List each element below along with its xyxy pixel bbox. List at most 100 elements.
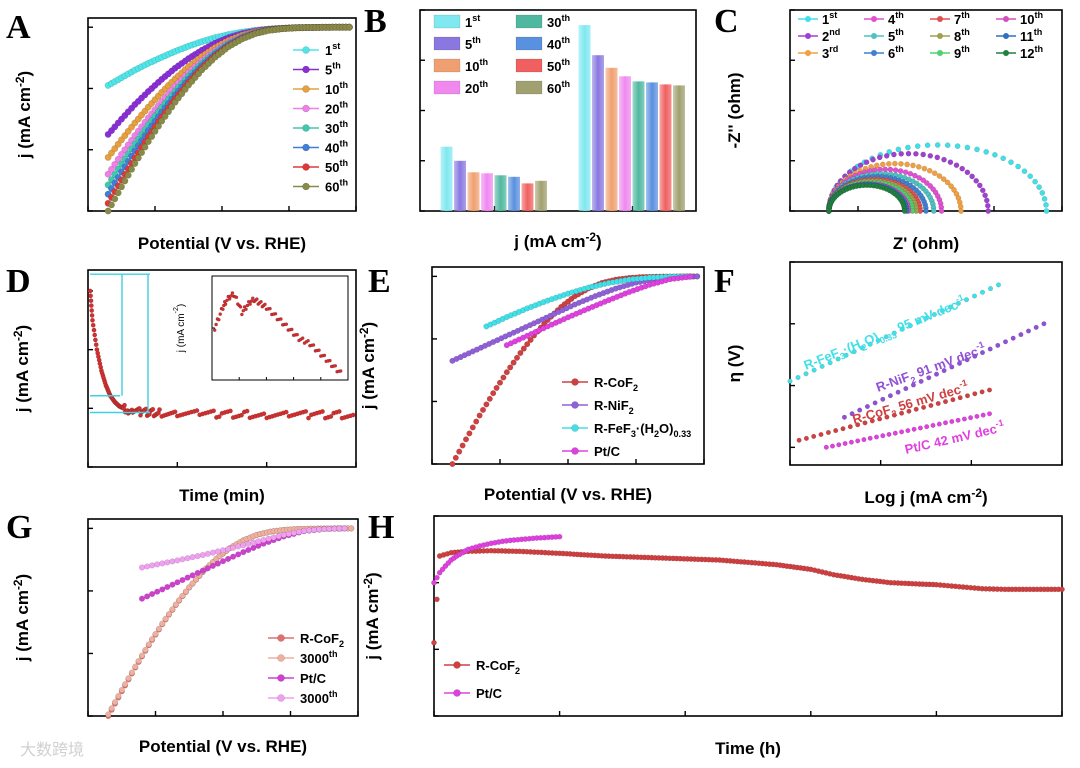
legend-e-0: R-CoF2​: [594, 375, 638, 393]
data-point: [194, 553, 201, 560]
panel-h-group: H: [368, 509, 394, 546]
data-point: [902, 169, 909, 175]
data-point: [958, 208, 964, 214]
data-point: [250, 544, 257, 551]
data-point: [476, 412, 483, 419]
data-point: [245, 303, 250, 308]
legend-marker: [1003, 16, 1009, 22]
data-point: [843, 352, 849, 358]
data-point: [1032, 178, 1038, 185]
data-point: [924, 424, 930, 430]
data-point: [980, 289, 986, 295]
data-point: [219, 558, 226, 565]
series-g-3: [138, 525, 348, 571]
legend-marker: [937, 16, 943, 22]
data-point: [244, 307, 248, 312]
data-point: [923, 315, 929, 321]
data-point: [857, 162, 864, 168]
data-point: [115, 693, 122, 700]
data-point: [240, 542, 247, 549]
panel-d-group: D: [6, 263, 31, 300]
data-point: [223, 302, 228, 306]
data-point: [152, 631, 159, 638]
data-point: [92, 332, 98, 338]
data-point: [108, 149, 115, 157]
data-point: [268, 306, 272, 311]
data-point: [162, 615, 169, 622]
data-point: [165, 611, 172, 618]
data-point: [90, 322, 96, 328]
series-e-Pt/C: [503, 273, 694, 349]
data-point: [248, 302, 252, 306]
data-point: [841, 414, 847, 420]
data-point: [903, 386, 909, 392]
data-point: [212, 328, 217, 332]
data-point: [111, 699, 118, 706]
data-point: [955, 300, 961, 306]
bar-30th-10: [494, 175, 507, 211]
data-point: [906, 408, 912, 414]
data-point: [944, 179, 951, 186]
data-point: [118, 150, 125, 158]
y-axis-label: j (mA cm-2​): [11, 574, 32, 662]
panel-g-axes: Potential (V vs. RHE) j (mA cm-2​) R-CoF2​…: [11, 518, 359, 756]
data-point: [912, 172, 918, 179]
data-point: [174, 94, 182, 102]
data-point: [483, 401, 490, 408]
data-point: [1033, 324, 1039, 330]
data-point: [157, 407, 162, 412]
data-point: [259, 299, 263, 304]
data-point: [503, 369, 510, 376]
legend-marker: [937, 33, 943, 39]
data-point: [118, 183, 125, 191]
bar-1st-10: [440, 146, 453, 211]
legend-c-9th: 9th​: [954, 44, 970, 61]
data-point: [345, 23, 353, 31]
data-point: [510, 359, 517, 366]
data-point: [164, 108, 172, 116]
data-point: [279, 317, 283, 321]
data-point: [914, 143, 921, 149]
data-point: [161, 113, 169, 120]
data-point: [122, 681, 129, 688]
data-point: [158, 117, 166, 125]
data-point: [241, 308, 246, 313]
x-axis-label: j (mA cm-2​): [513, 230, 601, 251]
data-point: [118, 687, 125, 694]
bar-10th-400: [605, 67, 618, 211]
data-point: [851, 349, 857, 355]
data-point: [138, 595, 145, 602]
panel-c-group: C: [714, 3, 739, 40]
data-point: [316, 526, 323, 533]
panel-b-letter: B: [364, 3, 387, 40]
data-point: [943, 420, 949, 426]
legend-c-7th: 7th​: [954, 10, 970, 27]
data-point: [947, 304, 953, 310]
data-point: [108, 705, 115, 712]
data-point: [931, 312, 937, 318]
data-point: [265, 535, 272, 542]
data-point: [240, 312, 244, 317]
data-point: [235, 551, 242, 558]
legend-marker: [302, 163, 310, 171]
data-point: [131, 160, 139, 167]
data-point: [1010, 335, 1016, 341]
legend-g-3: 3000th​: [300, 689, 338, 706]
legend-marker: [302, 46, 310, 54]
data-point: [1018, 332, 1024, 338]
data-point: [934, 371, 940, 377]
panel-b-axes: j (mA cm-2​) 1st​ 5th​ 10th​ 20th​ 30th​ 40th​…: [419, 9, 697, 251]
legend-b-1st: 1st​: [465, 13, 480, 30]
data-point: [333, 363, 338, 368]
data-point: [910, 382, 916, 388]
legend-marker: [277, 694, 285, 702]
data-point: [148, 133, 156, 140]
data-point: [189, 580, 196, 587]
legend-c-1st: 1st​: [822, 10, 837, 27]
panel-d-inset: j (mA cm-2​): [173, 275, 349, 381]
data-point: [341, 525, 348, 532]
data-point: [517, 350, 524, 357]
data-point: [164, 584, 171, 591]
data-point: [892, 167, 899, 173]
legend-marker: [302, 65, 310, 74]
